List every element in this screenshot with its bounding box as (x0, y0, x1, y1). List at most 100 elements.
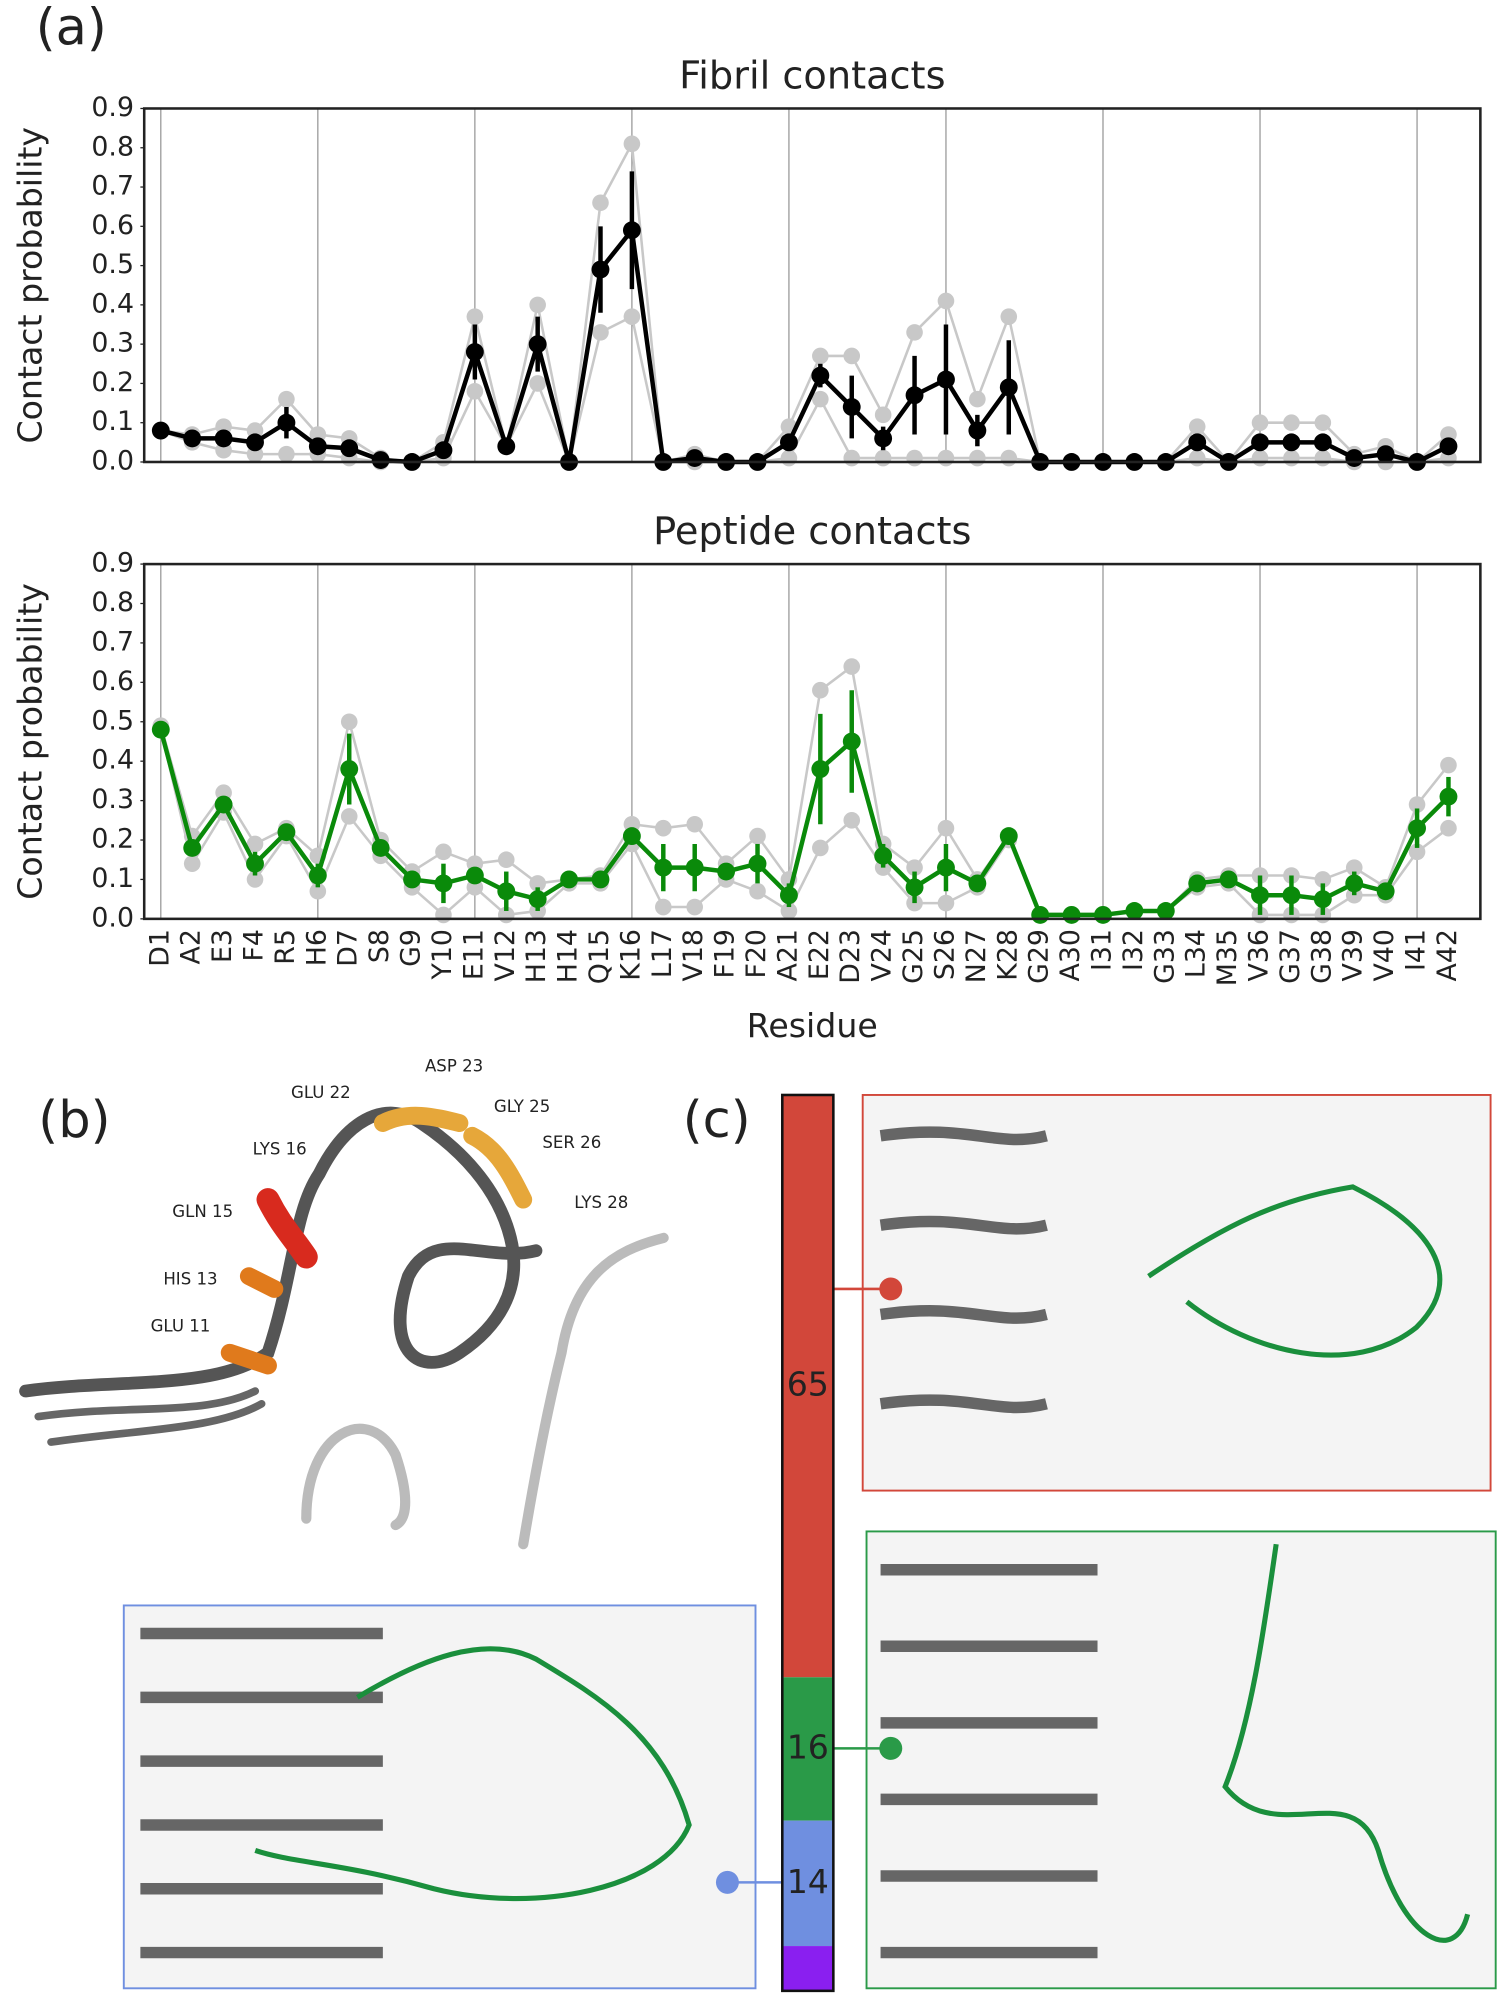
marker (1188, 449, 1206, 467)
marker (1251, 414, 1269, 432)
marker (654, 858, 673, 877)
marker (622, 221, 641, 240)
marker (812, 839, 829, 857)
marker (371, 838, 390, 857)
bar-segment (782, 1820, 834, 1947)
marker (937, 449, 955, 467)
marker (340, 808, 358, 825)
y-tick-label: 0.3 (91, 328, 134, 359)
marker (340, 760, 359, 778)
marker (1219, 870, 1238, 889)
marker (1376, 445, 1395, 464)
marker (874, 449, 892, 467)
bar-segment (782, 1946, 834, 1991)
chart-title: Fibril contacts (679, 53, 945, 98)
marker (811, 760, 830, 778)
marker (937, 370, 955, 389)
marker (999, 827, 1018, 846)
marker (497, 882, 516, 901)
bar-segment (782, 1677, 834, 1821)
x-tick-label: V39 (1338, 929, 1369, 981)
marker (1156, 902, 1175, 920)
marker (340, 439, 359, 458)
marker (686, 898, 704, 916)
y-tick-label: 0.8 (91, 587, 134, 618)
x-tick-label: A42 (1432, 929, 1463, 981)
marker (906, 859, 923, 876)
x-tick-label: G9 (396, 929, 427, 967)
residue-label: SER 26 (542, 1133, 601, 1152)
panel-label: (c) (683, 1091, 751, 1150)
marker (812, 347, 829, 365)
y-tick-label: 0.5 (91, 705, 134, 736)
residue-label: LYS 16 (253, 1139, 307, 1158)
y-tick-label: 0.7 (91, 626, 134, 657)
marker (623, 135, 641, 153)
marker (717, 862, 736, 881)
marker (749, 882, 766, 900)
x-tick-label: A21 (772, 929, 803, 981)
marker (214, 795, 233, 814)
bar-segment (782, 1094, 834, 1678)
x-tick-label: I41 (1401, 929, 1432, 971)
marker (843, 812, 861, 829)
marker (842, 398, 861, 416)
marker (937, 819, 955, 837)
marker (560, 870, 579, 889)
y-tick-label: 0.0 (91, 445, 134, 476)
y-tick-label: 0.1 (91, 863, 134, 894)
y-axis-label: Contact probability (10, 127, 49, 444)
x-tick-label: D23 (835, 929, 866, 984)
x-tick-label: K16 (615, 929, 646, 981)
x-tick-label: S8 (364, 929, 395, 963)
x-tick-label: F20 (741, 929, 772, 978)
y-tick-label: 0.9 (91, 548, 134, 579)
segment-label: 65 (787, 1365, 829, 1404)
marker (1031, 905, 1050, 924)
x-tick-label: D7 (333, 929, 364, 967)
marker (340, 713, 358, 731)
marker (277, 823, 296, 842)
x-tick-label: E11 (458, 929, 489, 980)
marker (1283, 414, 1300, 432)
y-axis-label: Contact probability (10, 583, 49, 900)
y-tick-label: 0.8 (91, 131, 134, 162)
marker (214, 429, 233, 448)
y-tick-label: 0.0 (91, 902, 134, 933)
cluster-boxes (122, 1094, 1497, 1990)
marker (151, 421, 170, 440)
marker (685, 449, 704, 467)
x-tick-label: V40 (1369, 929, 1400, 981)
marker (1314, 871, 1332, 888)
x-tick-label: Q15 (584, 929, 615, 984)
panel-label: (b) (38, 1091, 110, 1150)
marker (435, 843, 452, 861)
marker (968, 421, 987, 440)
line (160, 139, 1450, 464)
segment-label: 14 (787, 1862, 829, 1901)
marker (308, 866, 327, 885)
y-tick-label: 0.2 (91, 824, 134, 855)
x-tick-label: G33 (1149, 929, 1180, 984)
x-tick-label: K28 (992, 929, 1023, 981)
marker (874, 429, 893, 448)
marker (309, 882, 327, 900)
x-tick-label: A2 (176, 929, 207, 964)
y-tick-label: 0.3 (91, 784, 134, 815)
marker (779, 433, 798, 452)
structure-b (19, 1106, 669, 1550)
marker (1251, 886, 1269, 905)
marker (1282, 433, 1301, 452)
marker (1000, 308, 1018, 325)
y-tick-label: 0.1 (91, 406, 134, 437)
marker (843, 449, 861, 467)
marker (497, 851, 515, 869)
marker (685, 858, 704, 877)
marker (183, 855, 201, 872)
marker (529, 375, 546, 392)
marker (529, 875, 546, 892)
marker (1313, 433, 1332, 452)
marker (278, 390, 295, 408)
x-tick-label: H6 (301, 929, 332, 966)
